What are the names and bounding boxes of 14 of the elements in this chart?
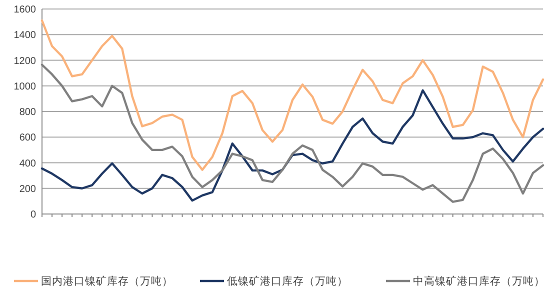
legend-label: 低镍矿港口库存（万吨） [227, 274, 348, 288]
y-tick-label: 1000 [14, 81, 36, 92]
line-series [40, 19, 544, 171]
y-tick-label: 400 [19, 158, 36, 170]
y-tick-label: 0 [30, 210, 36, 220]
y-tick-label: 1200 [14, 56, 36, 67]
y-tick-label: 1400 [14, 30, 36, 42]
y-tick-label: 200 [19, 184, 36, 195]
y-tick-label: 1600 [14, 4, 36, 16]
legend-label: 国内港口镍矿库存（万吨） [41, 274, 173, 288]
line-series [40, 89, 544, 202]
y-tick-label: 800 [19, 107, 36, 118]
legend-label: 中高镍矿港口库存（万吨） [413, 274, 545, 288]
y-tick-label: 600 [19, 132, 36, 144]
